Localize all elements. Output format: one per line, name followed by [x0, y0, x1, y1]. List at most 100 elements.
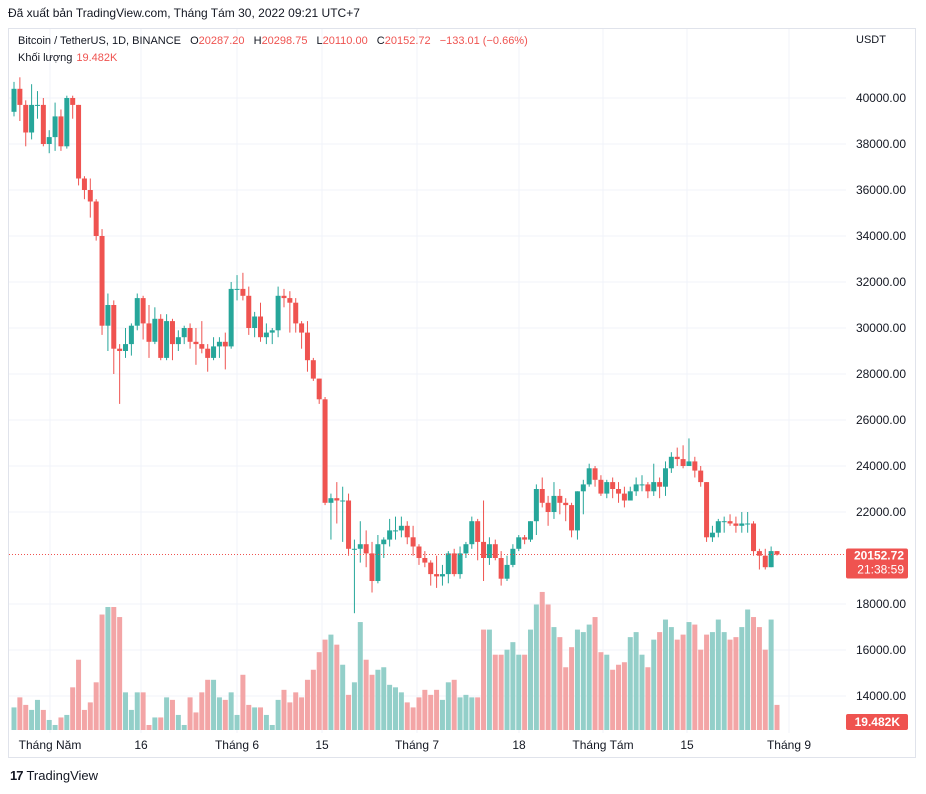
candle-body — [639, 484, 645, 486]
volume-bar — [745, 609, 751, 730]
volume-bar — [616, 664, 622, 730]
volume-bar — [140, 692, 146, 730]
candle-body — [111, 305, 117, 349]
volume-bar — [739, 627, 745, 730]
candle-body — [81, 178, 87, 190]
volume-bar — [304, 679, 310, 730]
candle-body — [140, 298, 146, 324]
volume-bar — [633, 632, 639, 730]
volume-bar — [93, 682, 99, 730]
volume-bar — [152, 717, 158, 730]
candle-body — [404, 525, 410, 538]
volume-bar — [351, 682, 357, 730]
candle-body — [328, 498, 334, 503]
y-tick-label: 40000.00 — [856, 91, 906, 105]
candle-body — [252, 316, 258, 328]
volume-bar — [387, 684, 393, 730]
volume-bar — [228, 692, 234, 730]
volume-bar — [52, 724, 58, 730]
candle-body — [87, 190, 93, 202]
volume-bar — [181, 724, 187, 730]
candle-body — [563, 502, 569, 506]
candle-body — [592, 468, 598, 480]
volume-bar — [158, 717, 164, 730]
candle-body — [598, 479, 604, 494]
candle-body — [698, 470, 704, 483]
y-tick-label: 34000.00 — [856, 229, 906, 243]
volume-bar — [199, 692, 205, 730]
candle-body — [539, 489, 545, 503]
volume-bar — [234, 714, 240, 730]
y-tick-label: 38000.00 — [856, 137, 906, 151]
volume-bar — [557, 637, 563, 730]
volume-bar — [117, 617, 123, 730]
x-tick-label: Tháng 7 — [395, 738, 439, 752]
candle-body — [23, 104, 29, 133]
candle-body — [70, 98, 76, 105]
candle-body — [310, 360, 316, 379]
candle-body — [657, 482, 663, 487]
candle-body — [211, 346, 217, 358]
volume-bar — [580, 632, 586, 730]
volume-bar — [563, 667, 569, 730]
currency-label: USDT — [856, 34, 886, 46]
candle-body — [445, 553, 451, 575]
candle-body — [733, 523, 739, 526]
volume-bar — [328, 634, 334, 730]
candle-body — [17, 88, 23, 105]
candle-body — [522, 537, 528, 540]
volume-bar — [23, 704, 29, 730]
volume-bar — [81, 709, 87, 730]
candle-body — [164, 321, 170, 358]
volume-bar — [17, 697, 23, 730]
last-price-text: 20152.72 — [854, 548, 904, 562]
symbol-label: Bitcoin / TetherUS, 1D, BINANCE — [18, 35, 182, 47]
candle-body — [334, 498, 340, 501]
volume-bar — [721, 632, 727, 730]
volume-bar — [639, 654, 645, 730]
volume-bar — [774, 704, 780, 730]
volume-bar — [662, 619, 668, 730]
candle-body — [727, 521, 733, 524]
candle-body — [234, 288, 240, 290]
x-tick-label: 15 — [315, 738, 329, 752]
chart-frame[interactable] — [8, 28, 916, 758]
candle-body — [533, 489, 539, 522]
volume-bar — [111, 607, 117, 730]
candle-body — [11, 88, 17, 112]
candle-body — [645, 484, 651, 492]
candle-body — [46, 137, 52, 144]
volume-bar — [187, 697, 193, 730]
candle-body — [756, 551, 762, 556]
candle-body — [586, 468, 592, 485]
footer: 17 TradingView — [10, 768, 98, 783]
volume-bar — [657, 632, 663, 730]
volume-bar — [146, 724, 152, 730]
volume-label: Khối lượng — [18, 52, 73, 64]
grid-lines — [9, 29, 846, 733]
volume-bar — [762, 649, 768, 730]
volume-bar — [175, 714, 181, 730]
volume-bar — [205, 679, 211, 730]
volume-bar — [674, 639, 680, 730]
volume-bar — [87, 702, 93, 730]
volume-badge-text: 19.482K — [855, 715, 901, 729]
volume-bar — [70, 687, 76, 730]
y-tick-label: 36000.00 — [856, 183, 906, 197]
candle-body — [199, 344, 205, 349]
volume-bar — [522, 654, 528, 730]
volume-bar — [510, 642, 516, 730]
volume-bar — [709, 632, 715, 730]
high-value: 20298.75 — [261, 35, 308, 47]
open-label: O — [190, 35, 199, 47]
candle-body — [516, 537, 522, 549]
candle-body — [398, 525, 404, 531]
candle-body — [481, 541, 487, 558]
volume-bar — [439, 699, 445, 730]
high-label: H — [253, 35, 262, 47]
volume-bar — [293, 692, 299, 730]
volume-bar — [756, 627, 762, 730]
y-tick-label: 18000.00 — [856, 597, 906, 611]
